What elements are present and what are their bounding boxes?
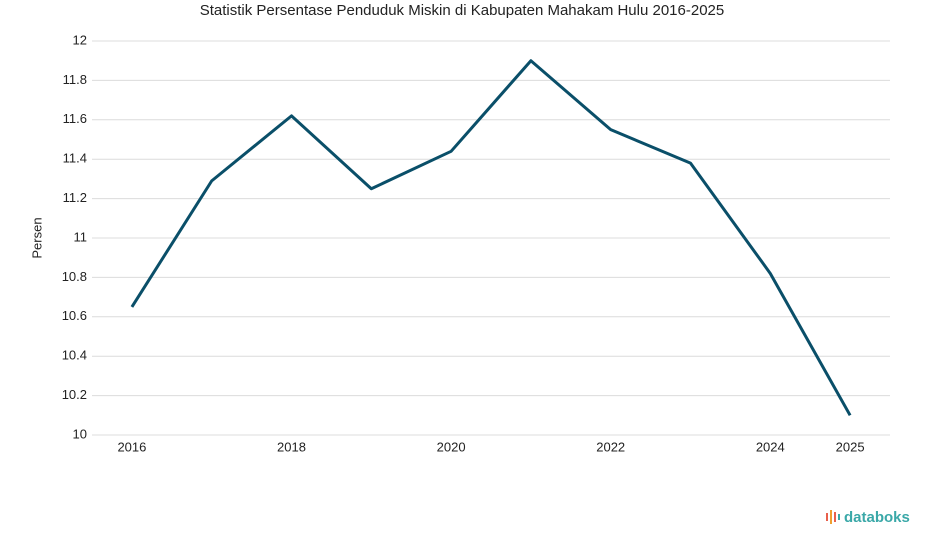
y-tick-label: 10.4 — [62, 348, 87, 363]
y-tick-label: 11.6 — [63, 111, 87, 126]
y-tick-label: 12 — [73, 32, 87, 47]
x-tick-label: 2018 — [277, 439, 306, 454]
y-tick-label: 10.2 — [62, 387, 87, 402]
brand-name: databoks — [844, 509, 910, 526]
chart-title: Statistik Persentase Penduduk Miskin di … — [200, 2, 724, 19]
data-line — [130, 59, 852, 417]
y-tick-label: 11 — [74, 229, 88, 244]
y-tick-label: 11.2 — [63, 190, 87, 205]
x-tick-label: 2024 — [756, 439, 785, 454]
y-tick-label: 10 — [73, 426, 87, 441]
y-tick-label: 10.8 — [62, 269, 87, 284]
y-tick-label: 11.8 — [63, 72, 87, 87]
y-axis-label: Persen — [29, 217, 44, 258]
x-tick-label: 2020 — [437, 439, 466, 454]
y-tick-label: 10.6 — [62, 308, 87, 323]
brand-logo — [826, 510, 840, 524]
x-tick-label: 2016 — [117, 439, 146, 454]
x-tick-label: 2025 — [836, 439, 865, 454]
x-tick-label: 2022 — [596, 439, 625, 454]
y-tick-label: 11.4 — [63, 151, 87, 166]
